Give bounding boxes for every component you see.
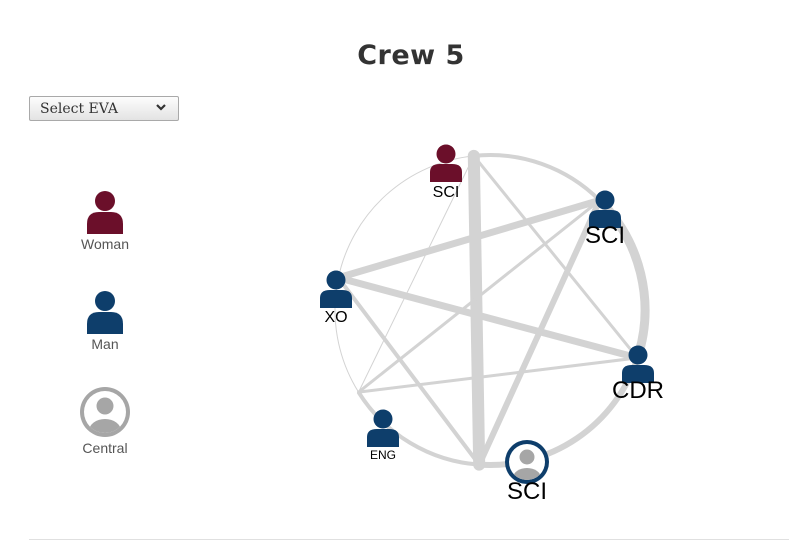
legend-item-man: Man xyxy=(65,290,145,352)
node-label-sci-top: SCI xyxy=(433,184,460,201)
man-person-icon xyxy=(87,291,123,334)
node-label-sci-right: SCI xyxy=(585,222,625,249)
eva-select[interactable]: Select EVA xyxy=(29,96,179,121)
woman-person-icon xyxy=(87,191,123,234)
eva-select-value: Select EVA xyxy=(40,101,119,117)
central-person-icon xyxy=(505,440,549,484)
page-title: Crew 5 xyxy=(357,40,465,71)
person-icon xyxy=(430,144,462,182)
edge-cdr-eng xyxy=(357,356,639,394)
person-icon xyxy=(320,270,352,308)
legend-label-woman: Woman xyxy=(81,236,129,252)
legend-label-man: Man xyxy=(91,336,119,352)
node-label-sci-bottom: SCI xyxy=(507,478,547,505)
node-sci-top[interactable]: SCI xyxy=(430,144,462,202)
bottom-divider xyxy=(29,539,789,540)
legend-label-central: Central xyxy=(82,440,128,456)
node-label-cdr: CDR xyxy=(612,377,664,404)
node-sci-bottom[interactable]: SCI xyxy=(505,440,549,505)
person-icon xyxy=(622,345,654,383)
ring-arc-sci-bottom-eng xyxy=(356,391,480,467)
legend-item-woman: Woman xyxy=(65,190,145,252)
node-eng[interactable]: ENG xyxy=(367,409,399,463)
node-label-xo: XO xyxy=(324,309,347,326)
ring-arc-sci-top-sci-right xyxy=(473,153,602,202)
legend-item-central: Central xyxy=(65,386,145,456)
person-icon xyxy=(367,409,399,447)
edge-xo-sci-bottom xyxy=(336,275,482,467)
node-cdr[interactable]: CDR xyxy=(612,345,664,405)
edge-sci-right-xo xyxy=(334,196,604,282)
person-icon xyxy=(589,190,621,228)
node-sci-right[interactable]: SCI xyxy=(585,190,625,250)
edge-sci-top-eng xyxy=(358,155,475,393)
edge-sci-top-cdr xyxy=(472,154,639,360)
edge-cdr-xo xyxy=(334,274,641,362)
edge-sci-top-sci-bottom xyxy=(467,149,486,471)
node-xo[interactable]: XO xyxy=(320,270,352,327)
chevron-down-icon xyxy=(156,104,166,111)
node-label-eng: ENG xyxy=(370,448,396,462)
central-person-icon xyxy=(80,387,130,437)
